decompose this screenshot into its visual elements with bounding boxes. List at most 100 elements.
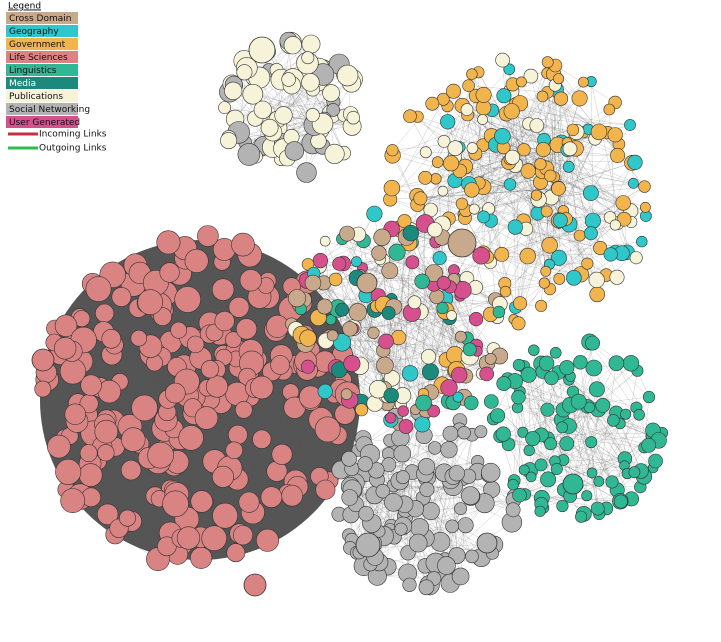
dataset-node	[416, 395, 432, 411]
dataset-node	[403, 225, 419, 241]
dataset-node	[541, 472, 556, 487]
dataset-node	[563, 142, 577, 156]
dataset-node	[272, 444, 292, 464]
dataset-node	[583, 186, 598, 201]
dataset-node	[382, 306, 395, 319]
dataset-node	[513, 359, 525, 371]
dataset-node	[560, 437, 574, 451]
dataset-node	[284, 36, 302, 54]
dataset-node	[616, 196, 631, 211]
dataset-node	[132, 395, 158, 421]
dataset-node	[112, 287, 131, 306]
dataset-node	[535, 506, 546, 517]
dataset-node	[640, 202, 650, 212]
dataset-node	[541, 266, 551, 276]
dataset-node	[447, 310, 457, 320]
dataset-node	[213, 503, 238, 528]
dataset-node	[575, 511, 586, 522]
dataset-node	[496, 53, 510, 67]
dataset-node	[518, 143, 531, 156]
dataset-node	[394, 445, 411, 462]
dataset-node	[374, 229, 391, 246]
hub-node	[477, 533, 497, 553]
dataset-node	[157, 231, 180, 254]
dataset-node	[535, 300, 546, 311]
dataset-node	[254, 101, 272, 119]
dataset-node	[594, 476, 604, 486]
dataset-node	[544, 170, 556, 182]
dataset-node	[411, 518, 429, 536]
dataset-node	[347, 111, 360, 124]
dataset-node	[476, 87, 491, 102]
dataset-node	[441, 441, 458, 458]
dataset-node	[572, 91, 587, 106]
dataset-node	[398, 406, 409, 417]
dataset-node	[586, 436, 597, 447]
dataset-node	[449, 466, 465, 482]
dataset-node	[138, 290, 163, 315]
dataset-node	[505, 150, 519, 164]
dataset-node	[343, 321, 358, 336]
dataset-node	[384, 180, 400, 196]
dataset-node	[171, 322, 187, 338]
dataset-node	[190, 547, 211, 568]
dataset-node	[582, 491, 592, 501]
dataset-node	[610, 220, 620, 230]
dataset-node	[585, 213, 600, 228]
dataset-node	[227, 544, 245, 562]
dataset-node	[528, 345, 539, 356]
dataset-node	[628, 155, 643, 170]
legend-label: Social Networking	[9, 105, 90, 115]
dataset-node	[228, 425, 247, 444]
dataset-node	[578, 77, 588, 87]
dataset-node	[102, 329, 121, 348]
dataset-node	[541, 206, 552, 217]
dataset-node	[47, 435, 70, 458]
legend-label: Government	[9, 40, 66, 50]
dataset-node	[239, 492, 259, 512]
dataset-node	[219, 102, 231, 114]
dataset-node	[587, 468, 597, 478]
legend-label: Life Sciences	[9, 53, 68, 63]
dataset-node	[438, 186, 448, 196]
dataset-node	[81, 375, 102, 396]
dataset-node	[467, 143, 478, 154]
dataset-node	[478, 211, 490, 223]
dataset-node	[387, 144, 399, 156]
dataset-node	[315, 417, 340, 442]
dataset-node	[232, 233, 255, 256]
dataset-node	[80, 445, 97, 462]
dataset-node	[237, 65, 252, 80]
dataset-node	[179, 426, 204, 451]
dataset-node	[629, 467, 640, 478]
dataset-node	[342, 490, 358, 506]
dataset-node	[536, 142, 550, 156]
dataset-node	[382, 263, 398, 279]
dataset-node	[177, 527, 200, 550]
dataset-node	[446, 84, 460, 98]
dataset-node	[461, 104, 473, 116]
dataset-node	[236, 319, 257, 340]
dataset-node	[202, 526, 227, 551]
dataset-node	[256, 529, 278, 551]
dataset-node	[531, 190, 542, 201]
dataset-node	[649, 454, 663, 468]
dataset-node	[557, 422, 568, 433]
dataset-node	[516, 77, 526, 87]
legend-label: Linguistics	[9, 66, 57, 76]
dataset-node	[642, 438, 656, 452]
dataset-node	[478, 115, 488, 125]
dataset-node	[402, 365, 418, 381]
dataset-node	[79, 464, 102, 487]
dataset-node	[550, 347, 561, 358]
dataset-node	[643, 391, 655, 403]
dataset-node	[452, 568, 469, 585]
dataset-node	[563, 161, 574, 172]
dataset-node	[589, 382, 604, 397]
dataset-node	[333, 257, 346, 270]
dataset-node	[261, 487, 282, 508]
dataset-node	[195, 407, 218, 430]
dataset-node	[415, 417, 431, 433]
dataset-node	[235, 401, 252, 418]
